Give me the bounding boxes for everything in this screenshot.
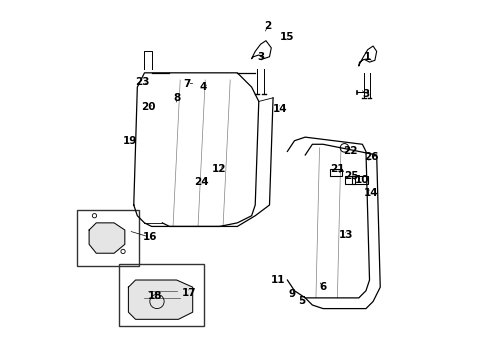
Text: 4: 4 xyxy=(199,82,207,92)
Text: 25: 25 xyxy=(344,171,358,181)
Text: 9: 9 xyxy=(288,289,295,299)
Text: 24: 24 xyxy=(194,177,208,187)
Text: 2: 2 xyxy=(264,21,271,31)
Text: 14: 14 xyxy=(272,104,287,113)
Polygon shape xyxy=(128,280,192,319)
Text: 19: 19 xyxy=(123,136,137,146)
Text: 17: 17 xyxy=(182,288,196,297)
Text: 12: 12 xyxy=(212,164,226,174)
Text: 15: 15 xyxy=(280,32,294,42)
Text: 16: 16 xyxy=(142,232,157,242)
Text: 7: 7 xyxy=(183,78,191,89)
Bar xyxy=(119,264,204,327)
Text: 5: 5 xyxy=(297,296,305,306)
Text: 8: 8 xyxy=(173,93,180,103)
Text: 14: 14 xyxy=(363,188,378,198)
Text: 18: 18 xyxy=(148,291,162,301)
Text: 22: 22 xyxy=(342,147,356,157)
Text: 1: 1 xyxy=(364,52,370,62)
Bar xyxy=(344,176,354,184)
Bar xyxy=(77,210,139,266)
Bar xyxy=(329,168,341,176)
Text: 13: 13 xyxy=(338,230,353,240)
Text: 20: 20 xyxy=(141,102,155,112)
Polygon shape xyxy=(89,223,124,253)
Text: 23: 23 xyxy=(135,77,150,87)
Text: 3: 3 xyxy=(256,52,264,62)
Text: 6: 6 xyxy=(319,282,326,292)
Text: 11: 11 xyxy=(271,275,285,285)
Text: 26: 26 xyxy=(364,152,378,162)
Text: 21: 21 xyxy=(329,164,344,174)
Text: 3: 3 xyxy=(362,89,369,99)
Text: 10: 10 xyxy=(354,175,369,185)
Bar xyxy=(351,176,367,184)
